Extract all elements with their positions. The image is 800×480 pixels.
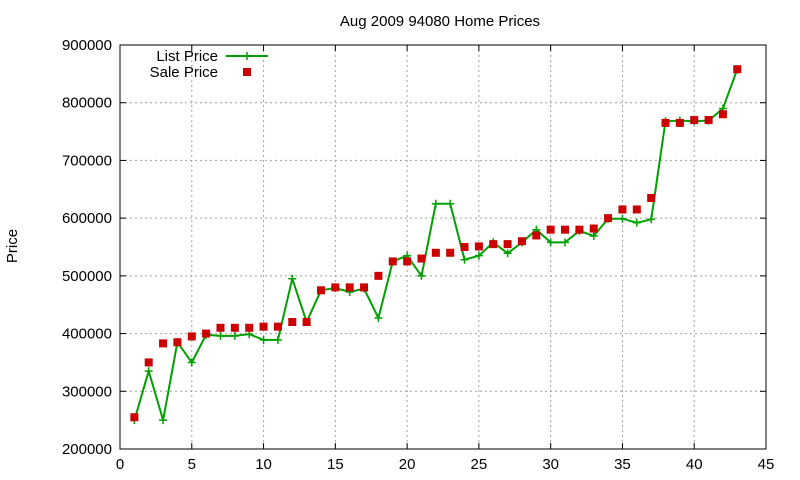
sale-price-point: [718, 110, 727, 119]
x-tick-label: 40: [686, 456, 703, 473]
sale-price-point: [417, 254, 426, 263]
list-price-point: [417, 271, 426, 280]
sale-price-point: [690, 116, 699, 125]
sale-price-point: [374, 271, 383, 280]
y-tick-label: 600000: [62, 210, 112, 227]
list-price-point: [187, 358, 196, 367]
x-tick-label: 5: [188, 456, 196, 473]
list-price-point: [288, 274, 297, 283]
list-price-point: [589, 232, 598, 241]
series-layer: [130, 65, 742, 425]
plot-border: [119, 44, 767, 450]
x-tick-label: 35: [614, 456, 631, 473]
y-tick-label: 200000: [62, 441, 112, 458]
legend-label-list-price: List Price: [156, 48, 218, 65]
sale-price-point: [561, 225, 570, 234]
tick-labels: 0 5 10 15 20 25 30 35 40 45 200000 300000 400000 5000…: [62, 37, 774, 473]
list-price-point: [159, 416, 168, 425]
grid-lines: [120, 45, 766, 449]
list-price-point: [431, 199, 440, 208]
list-price-point: [647, 215, 656, 224]
sale-price-point: [360, 283, 369, 292]
sale-price-point: [173, 338, 182, 347]
sale-price-point: [675, 118, 684, 127]
sale-price-point: [647, 193, 656, 202]
x-tick-label: 45: [758, 456, 775, 473]
list-price-point: [144, 367, 153, 376]
sale-price-point: [403, 257, 412, 266]
x-tick-label: 10: [255, 456, 272, 473]
axes: [119, 44, 767, 450]
list-price-point: [230, 331, 239, 340]
list-price-point: [618, 214, 627, 223]
sale-price-point: [273, 322, 282, 331]
y-tick-label: 500000: [62, 268, 112, 285]
y-tick-label: 400000: [62, 326, 112, 343]
list-price-point: [474, 251, 483, 260]
sale-price-point: [302, 318, 311, 327]
list-price-point: [374, 313, 383, 322]
sale-price-point: [259, 322, 268, 331]
list-price-point: [632, 218, 641, 227]
sale-price-point: [159, 339, 168, 348]
list-price-point: [561, 238, 570, 247]
sale-price-point: [517, 237, 526, 246]
sale-price-point: [216, 323, 225, 332]
sale-price-point: [661, 118, 670, 127]
sale-price-point: [589, 224, 598, 233]
sale-price-point: [704, 116, 713, 125]
list-price-point: [273, 335, 282, 344]
x-tick-label: 20: [399, 456, 416, 473]
list-price-point: [259, 335, 268, 344]
list-price-point: [460, 255, 469, 264]
sale-price-point: [245, 323, 254, 332]
sale-price-point: [618, 205, 627, 214]
list-price-line: [133, 68, 739, 421]
y-tick-label: 700000: [62, 152, 112, 169]
sale-price-point: [474, 242, 483, 251]
chart-title: Aug 2009 94080 Home Prices: [340, 13, 540, 30]
sale-price-point: [733, 65, 742, 74]
sale-price-point: [331, 283, 340, 292]
y-tick-label: 300000: [62, 383, 112, 400]
legend-label-sale-price: Sale Price: [150, 64, 218, 81]
y-tick-label: 800000: [62, 95, 112, 112]
sale-price-point: [604, 214, 613, 223]
sale-price-point: [388, 257, 397, 266]
x-tick-label: 30: [542, 456, 559, 473]
sale-price-point: [489, 240, 498, 249]
sale-price-point: [460, 243, 469, 251]
x-tick-label: 15: [327, 456, 344, 473]
sale-price-point: [316, 286, 325, 295]
list-price-point: [216, 331, 225, 340]
x-tick-label: 0: [116, 456, 124, 473]
sale-price-point: [345, 283, 354, 292]
sale-price-point: [230, 323, 239, 332]
list-price-point: [503, 249, 512, 258]
sale-price-point: [632, 205, 641, 214]
sale-price-point: [187, 332, 196, 341]
sale-price-point: [503, 240, 512, 249]
x-tick-label: 25: [471, 456, 488, 473]
sale-price-point: [288, 318, 297, 327]
y-axis-label: Price: [4, 229, 21, 263]
sale-price-point: [202, 329, 211, 338]
sale-price-point: [575, 225, 584, 234]
sale-price-point: [144, 358, 153, 367]
sale-price-point: [130, 413, 139, 422]
legend-swatch-sale-price: [243, 68, 251, 76]
sale-price-point: [546, 225, 555, 234]
sale-price-point: [431, 248, 440, 257]
list-price-point: [546, 238, 555, 247]
sale-price-point: [532, 231, 541, 240]
y-tick-label: 900000: [62, 37, 112, 54]
sale-price-point: [446, 248, 455, 257]
list-price-point: [446, 199, 455, 208]
